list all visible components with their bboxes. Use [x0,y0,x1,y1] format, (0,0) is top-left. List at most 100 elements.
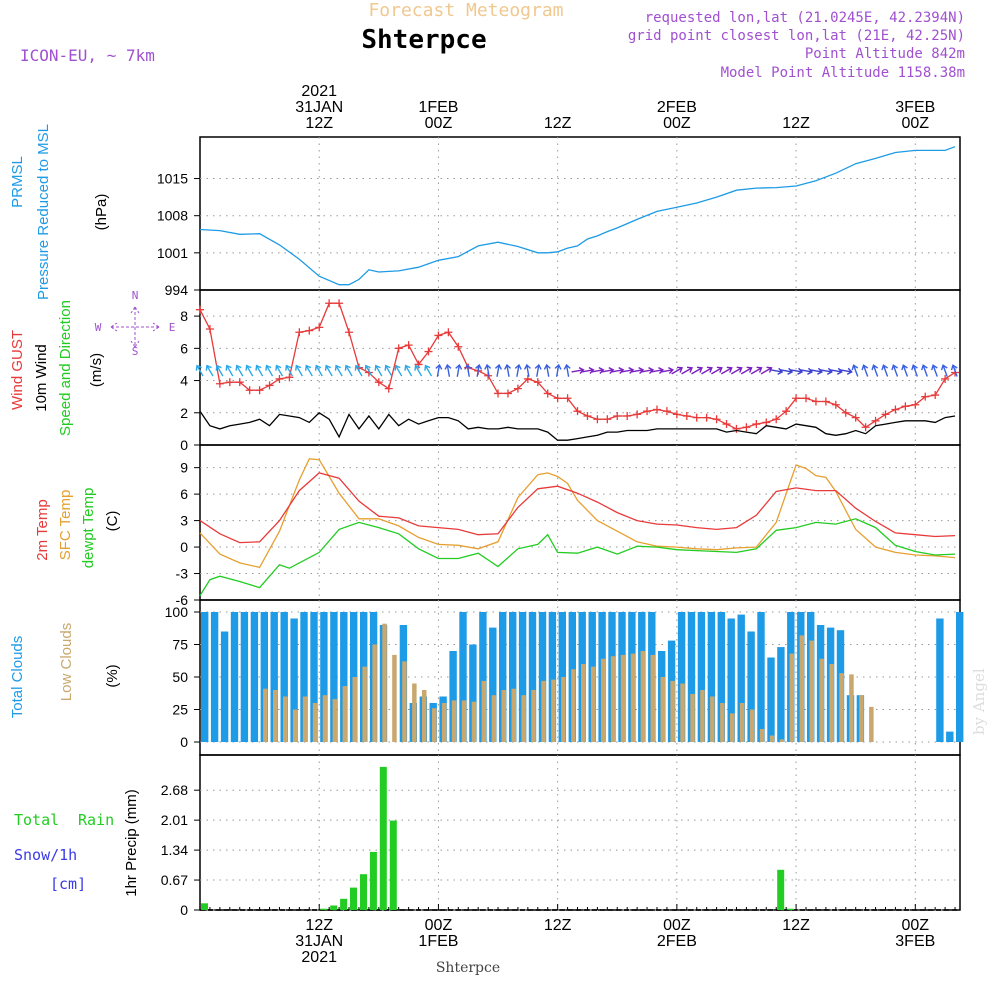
gust-marker [802,394,811,403]
wind-arrow [295,364,303,377]
requested-coords: requested lon,lat (21.0245E, 42.2394N) [645,10,965,26]
low-cloud-bar [581,664,586,742]
bottom-time-label: 12Z [305,917,333,934]
total-cloud-bar [677,612,686,742]
wind-arrow-shape [760,366,773,375]
prmsl-label: PRMSL [9,156,26,208]
footer-station: Shterpce [436,960,500,976]
low-cloud-bar [342,686,348,742]
wind-arrow [235,364,244,377]
t2m-label: 2m Temp [34,499,51,560]
wind-arrow-shape [534,363,542,377]
wind-arrow-shape [285,364,294,377]
y-tick-label: 1001 [157,245,188,261]
total-cloud-bar [697,612,706,742]
gust-marker [891,405,900,414]
total-cloud-bar [240,612,249,742]
y-tick-label: 2.01 [161,812,188,828]
legend-snow-unit: [cm] [50,875,86,893]
wind-arrow-shape [650,366,665,374]
total-cloud-bar [489,627,497,742]
low-cloud-bar [849,674,854,742]
gust-marker [533,378,542,387]
total-cloud-bar [479,612,487,742]
rain-bar [330,905,338,910]
gust-marker [295,328,304,337]
gust-marker [662,407,671,416]
wind-arrow [740,366,753,375]
wind-arrow [265,364,274,377]
low-cloud-bar [382,623,387,742]
wind-arrow-shape [235,364,244,377]
low-cloud-bar [521,695,526,742]
wind-arrow [809,367,824,375]
gust-marker [494,389,503,398]
compass-rose: N S W E [95,289,176,358]
low-cloud-bar [392,654,397,742]
wind-arrow [881,364,889,377]
wind-arrow-shape [435,363,443,377]
low-cloud-bar [769,735,775,742]
wind-arrow [591,366,605,374]
wind-arrow-shape [809,367,824,375]
low-cloud-bar [501,690,506,742]
rain-bar [389,820,397,910]
gust-marker [315,323,324,332]
wind-arrow-shape [701,366,713,375]
wind-arrow [255,364,264,377]
wind-arrow-shape [861,364,869,377]
wind-arrow [681,366,694,375]
low-cloud-bar [779,739,785,742]
low-cloud-bar [541,680,546,742]
bottom-time-label: 12Z [544,917,572,934]
model-altitude: Model Point Altitude 1158.38m [721,65,965,81]
low-cloud-bar [640,651,646,742]
wind-arrow [225,364,234,377]
wind-arrow [730,366,743,375]
wind-arrow-shape [563,363,571,377]
y-tick-label: 1.34 [161,842,188,858]
low-cloud-bar [839,673,844,742]
wind-arrow [364,364,373,377]
station-title: Shterpce [361,25,486,55]
low-cloud-bar [710,696,715,742]
total-cloud-bar [767,657,775,742]
low-cloud-bar [590,666,596,742]
wind-arrow-shape [881,364,889,377]
gust-marker [255,386,264,395]
gust-marker [692,413,701,422]
sfc-temp-label: SFC Temp [57,490,74,561]
wind-arrow-shape [591,366,605,374]
low-cloud-bar [749,709,755,742]
gust-label: Wind GUST [9,330,26,410]
wind-arrow [839,367,853,375]
total-cloud-bar [270,612,278,742]
low-cloud-bar [730,713,735,742]
gust-marker [752,420,761,429]
wind-arrow [911,364,919,377]
wind-arrow-shape [404,364,413,377]
speed-direction-label: Speed and Direction [57,300,74,436]
wind-arrow [494,363,502,377]
low-cloud-bar [283,696,288,742]
total-cloud-bar [201,612,209,742]
wind-arrow-shape [940,364,948,377]
wind-arrow-shape [711,366,723,375]
gust-marker [543,389,552,398]
top-time-label: 12Z [544,115,572,132]
compass-east: E [169,321,176,334]
wind-arrow-shape [225,364,234,377]
dewpt-label: dewpt Temp [80,488,97,569]
wind-arrow-shape [790,367,804,375]
wind-arrow [475,363,483,377]
wind-arrow [304,364,313,377]
wind-arrow [760,366,773,375]
wind-arrow [691,366,703,375]
low-cloud-bar [789,653,795,742]
wind-arrow-shape [504,363,512,377]
gust-marker [265,381,274,390]
legend-snow: Snow/1h [14,846,77,864]
sfc-temp-line [199,458,956,569]
